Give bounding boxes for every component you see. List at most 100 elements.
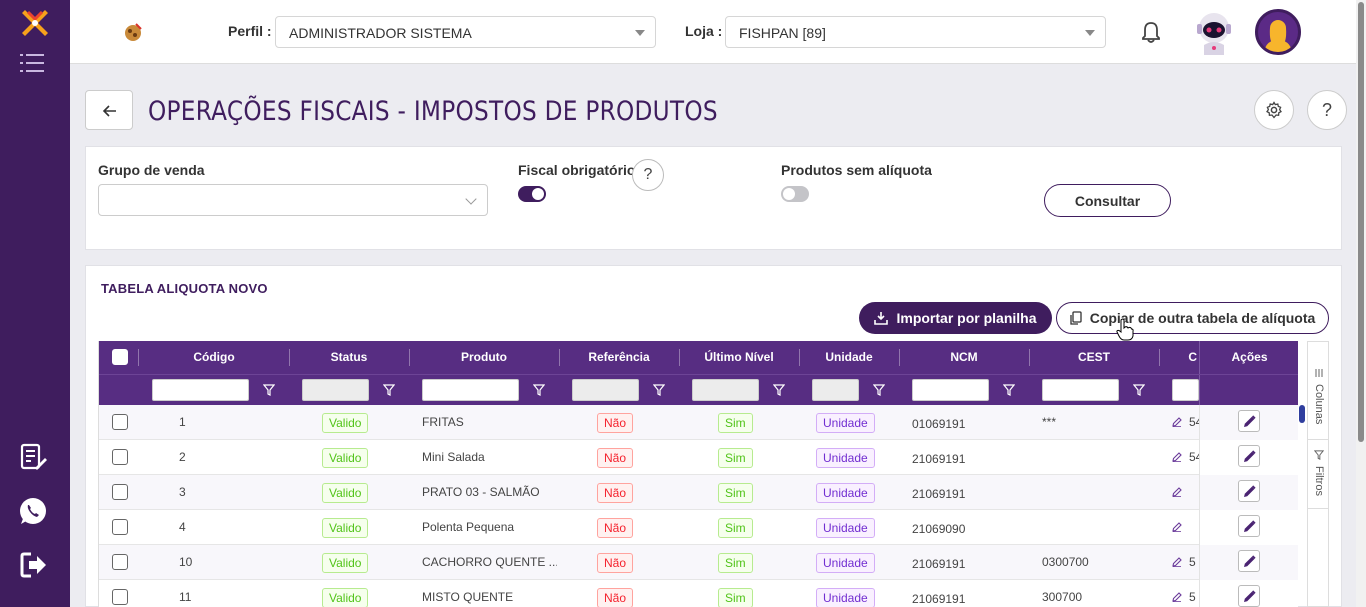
- filter-funnel-icon[interactable]: [533, 384, 545, 396]
- ultimo-nivel-badge: Sim: [718, 483, 753, 503]
- col-status[interactable]: Status: [330, 350, 368, 364]
- col-unidade[interactable]: Unidade: [825, 350, 873, 364]
- menu-list-icon[interactable]: [20, 53, 44, 73]
- pencil-icon[interactable]: [1172, 487, 1182, 497]
- ultimo-nivel-badge: Sim: [718, 553, 753, 573]
- pencil-icon[interactable]: [1172, 557, 1182, 567]
- caret-down-icon: [1085, 30, 1095, 36]
- fiscal-obrigatorio-toggle[interactable]: [518, 186, 546, 202]
- status-filter-input[interactable]: [302, 379, 369, 401]
- copy-table-button[interactable]: Copiar de outra tabela de alíquota: [1056, 302, 1329, 334]
- select-all-checkbox[interactable]: [112, 349, 128, 365]
- ultimo-nivel-filter-input[interactable]: [692, 379, 759, 401]
- consultar-button[interactable]: Consultar: [1044, 184, 1171, 217]
- cell-cest: 300700: [1042, 590, 1083, 604]
- pencil-icon[interactable]: [1172, 417, 1182, 427]
- col-ncm[interactable]: NCM: [950, 350, 978, 364]
- table-row[interactable]: 4 Valido Polenta Pequena Não Sim Unidade…: [99, 510, 1298, 545]
- cest-filter-input[interactable]: [1042, 379, 1119, 401]
- user-avatar[interactable]: [1255, 9, 1301, 55]
- perfil-select[interactable]: ADMINISTRADOR SISTEMA: [275, 16, 656, 48]
- page-title: OPERAÇÕES FISCAIS - IMPOSTOS DE PRODUTOS: [148, 96, 718, 127]
- fiscal-obrigatorio-label: Fiscal obrigatório: [518, 162, 636, 178]
- row-checkbox[interactable]: [112, 414, 128, 430]
- col-referencia[interactable]: Referência: [588, 350, 650, 364]
- edit-row-button[interactable]: [1238, 585, 1260, 607]
- col-cest[interactable]: CEST: [1077, 350, 1110, 364]
- produto-filter-input[interactable]: [422, 379, 519, 401]
- status-badge: Valido: [322, 448, 369, 468]
- codigo-filter-input[interactable]: [152, 379, 249, 401]
- referencia-badge: Não: [597, 518, 634, 538]
- fiscal-help-button[interactable]: ?: [632, 159, 664, 191]
- row-checkbox[interactable]: [112, 484, 128, 500]
- edit-row-button[interactable]: [1238, 480, 1260, 502]
- pencil-icon[interactable]: [1172, 452, 1182, 462]
- sem-aliquota-toggle[interactable]: [781, 186, 809, 202]
- table-row[interactable]: 2 Valido Mini Salada Não Sim Unidade 210…: [99, 440, 1298, 475]
- cell-cest: [1042, 440, 1152, 475]
- table-row[interactable]: 3 Valido PRATO 03 - SALMÃO Não Sim Unida…: [99, 475, 1298, 510]
- edit-row-button[interactable]: [1238, 410, 1260, 432]
- unidade-filter-input[interactable]: [812, 379, 859, 401]
- grid-scroll-thumb[interactable]: [1299, 405, 1305, 423]
- partial-filter-input[interactable]: [1172, 379, 1199, 401]
- cell-cest: ***: [1042, 415, 1057, 429]
- filter-funnel-icon[interactable]: [773, 384, 785, 396]
- cell-partial: [1189, 475, 1199, 510]
- col-partial[interactable]: C: [1188, 350, 1197, 364]
- table-row[interactable]: 1 Valido FRITAS Não Sim Unidade 01069191…: [99, 405, 1298, 440]
- sidebar: [0, 0, 70, 607]
- grupo-venda-label: Grupo de venda: [98, 162, 205, 178]
- row-checkbox[interactable]: [112, 589, 128, 605]
- edit-row-button[interactable]: [1238, 445, 1260, 467]
- cell-codigo: 1: [179, 415, 186, 429]
- grupo-venda-select[interactable]: [98, 184, 488, 216]
- page-scrollbar[interactable]: [1356, 0, 1366, 607]
- whatsapp-icon[interactable]: [18, 496, 48, 526]
- filtros-tab[interactable]: Filtros: [1308, 450, 1330, 496]
- cell-ncm: 01069191: [912, 417, 966, 431]
- settings-button[interactable]: [1254, 90, 1294, 130]
- document-edit-icon[interactable]: [18, 442, 48, 472]
- assistant-robot-icon[interactable]: [1194, 9, 1234, 55]
- colunas-tab[interactable]: Colunas: [1308, 368, 1330, 424]
- pencil-icon[interactable]: [1172, 522, 1182, 532]
- help-button[interactable]: ?: [1307, 90, 1347, 130]
- app-logo-icon[interactable]: [19, 6, 51, 38]
- ncm-filter-input[interactable]: [912, 379, 989, 401]
- pencil-icon[interactable]: [1172, 592, 1182, 602]
- referencia-badge: Não: [597, 448, 634, 468]
- notification-bell-icon[interactable]: [1140, 20, 1162, 44]
- ultimo-nivel-badge: Sim: [718, 518, 753, 538]
- filter-funnel-icon[interactable]: [873, 384, 885, 396]
- perfil-label: Perfil :: [228, 23, 272, 39]
- row-checkbox[interactable]: [112, 449, 128, 465]
- table-row[interactable]: 10 Valido CACHORRO QUENTE ... Não Sim Un…: [99, 545, 1298, 580]
- help-question-icon: ?: [1321, 99, 1332, 120]
- filter-funnel-icon[interactable]: [1133, 384, 1145, 396]
- filter-funnel-icon[interactable]: [383, 384, 395, 396]
- loja-select[interactable]: FISHPAN [89]: [725, 16, 1106, 48]
- cell-produto: CACHORRO QUENTE ...: [422, 555, 557, 569]
- row-checkbox[interactable]: [112, 554, 128, 570]
- back-button[interactable]: [85, 90, 133, 130]
- user-avatar-icon: [1264, 20, 1292, 52]
- filter-funnel-icon[interactable]: [653, 384, 665, 396]
- logout-icon[interactable]: [18, 550, 48, 580]
- col-produto[interactable]: Produto: [461, 350, 507, 364]
- edit-row-button[interactable]: [1238, 515, 1260, 537]
- edit-row-button[interactable]: [1238, 550, 1260, 572]
- col-codigo[interactable]: Código: [193, 350, 235, 364]
- filter-funnel-icon[interactable]: [263, 384, 275, 396]
- row-checkbox[interactable]: [112, 519, 128, 535]
- referencia-badge: Não: [597, 553, 634, 573]
- col-ultimo-nivel[interactable]: Último Nível: [704, 350, 774, 364]
- table-row[interactable]: 11 Valido MISTO QUENTE Não Sim Unidade 2…: [99, 580, 1298, 607]
- status-badge: Valido: [322, 588, 369, 607]
- referencia-filter-input[interactable]: [572, 379, 639, 401]
- filter-funnel-icon[interactable]: [1003, 384, 1015, 396]
- pencil-icon: [1243, 554, 1256, 567]
- grid-header: Código Status Produto Referência Último …: [99, 341, 1298, 374]
- import-spreadsheet-button[interactable]: Importar por planilha: [859, 302, 1052, 334]
